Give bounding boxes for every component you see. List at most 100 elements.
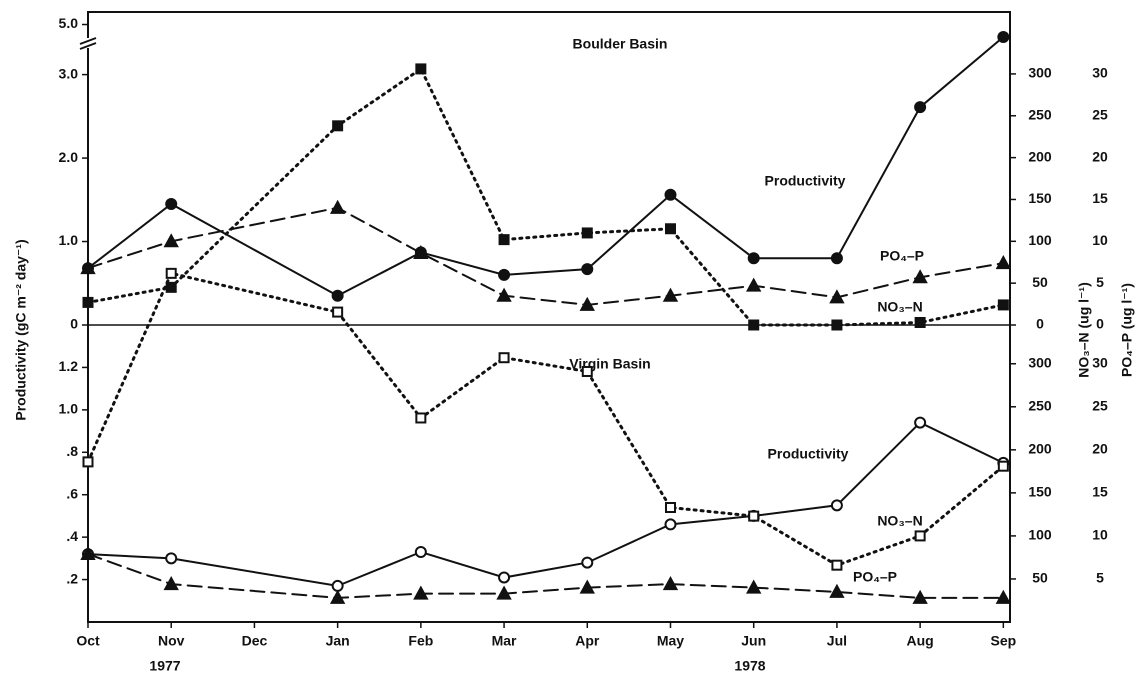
y3-tick-label: 5: [1096, 570, 1104, 586]
marker: [914, 316, 926, 328]
series-line: [87, 206, 1005, 306]
marker: [746, 277, 762, 292]
y3-tick-label: 25: [1092, 106, 1108, 122]
marker: [331, 579, 344, 592]
y-tick-label: 2.0: [59, 149, 79, 165]
series-line: [86, 66, 1005, 327]
marker: [746, 579, 762, 594]
marker: [912, 589, 928, 604]
y3-tick-label: 10: [1092, 232, 1108, 248]
y2-tick-label: 150: [1028, 484, 1052, 500]
marker: [498, 268, 511, 281]
y2-tick-label: 0: [1036, 316, 1044, 332]
marker: [82, 456, 94, 468]
marker: [748, 319, 760, 331]
y2-tick-label: 300: [1028, 354, 1052, 370]
y3-tick-label: 10: [1092, 527, 1108, 543]
marker: [579, 296, 595, 311]
marker: [995, 589, 1012, 604]
marker: [332, 120, 344, 132]
marker: [498, 571, 511, 584]
marker: [662, 576, 679, 591]
series-label: PO₄–P: [880, 248, 924, 264]
marker: [414, 545, 427, 558]
x-tick-label: Dec: [242, 633, 268, 649]
marker: [581, 365, 593, 377]
x-tick-label: Feb: [408, 633, 433, 649]
x-tick-label: Sep: [990, 633, 1016, 649]
series-label: Productivity: [765, 173, 846, 189]
y2-tick-label: 100: [1028, 527, 1052, 543]
y2-tick-label: 150: [1028, 190, 1052, 206]
series-line: [87, 421, 1005, 587]
y2-tick-label: 100: [1028, 232, 1052, 248]
y3-tick-label: 15: [1092, 484, 1108, 500]
y3-tick-label: 30: [1092, 354, 1108, 370]
marker: [415, 412, 427, 424]
marker: [496, 287, 512, 302]
marker: [329, 589, 346, 604]
x-tick-label: Aug: [907, 633, 934, 649]
y2-tick-label: 200: [1028, 148, 1052, 164]
x-tick-label: Jul: [827, 633, 847, 649]
y3-tick-label: 0: [1096, 316, 1104, 332]
y2-tick-label: 50: [1032, 570, 1048, 586]
marker: [914, 530, 926, 542]
marker: [997, 31, 1010, 44]
marker: [748, 510, 760, 522]
x-tick-label: Nov: [158, 633, 185, 649]
marker: [830, 252, 843, 265]
series-label: PO₄–P: [853, 569, 897, 585]
marker: [997, 299, 1009, 311]
y-tick-label: .8: [66, 443, 78, 459]
y-tick-label: 1.2: [59, 358, 79, 374]
marker: [997, 460, 1009, 472]
marker: [914, 101, 927, 114]
marker: [664, 223, 676, 235]
marker: [831, 559, 843, 571]
y2-tick-label: 250: [1028, 106, 1052, 122]
marker: [329, 199, 346, 214]
marker: [163, 576, 179, 591]
marker: [413, 585, 429, 600]
y-axis-label: Productivity (gC m⁻² day⁻¹): [13, 239, 29, 420]
x-tick-label: Apr: [575, 633, 600, 649]
marker: [165, 267, 177, 279]
marker: [664, 188, 677, 201]
y2-tick-label: 250: [1028, 397, 1052, 413]
axis-break: [79, 37, 97, 50]
y-tick-label: 1.0: [59, 232, 79, 248]
marker: [498, 234, 510, 246]
y-tick-label: 5.0: [59, 15, 79, 31]
marker: [332, 306, 344, 318]
series-label: Productivity: [768, 446, 849, 462]
year-label: 1978: [734, 658, 765, 674]
marker: [831, 319, 843, 331]
marker: [165, 552, 178, 565]
marker: [914, 416, 927, 429]
y3-tick-label: 5: [1096, 274, 1104, 290]
marker: [664, 518, 677, 531]
y-tick-label: 1.0: [59, 401, 79, 417]
y3-tick-label: 20: [1092, 148, 1108, 164]
marker: [581, 556, 594, 569]
marker: [747, 252, 760, 265]
x-tick-label: Mar: [492, 633, 517, 649]
marker: [415, 63, 427, 75]
y3-tick-label: 20: [1092, 441, 1108, 457]
series-label: NO₃–N: [877, 513, 922, 529]
marker: [829, 583, 845, 598]
y3-tick-label: 25: [1092, 397, 1108, 413]
y3-tick-label: 30: [1092, 65, 1108, 81]
x-tick-label: Oct: [76, 633, 100, 649]
marker: [82, 296, 94, 308]
marker: [80, 545, 96, 560]
marker: [664, 502, 676, 514]
marker: [496, 585, 512, 600]
x-tick-label: Jun: [741, 633, 766, 649]
series-label: NO₃–N: [877, 299, 922, 315]
y2-axis-label: NO₃–N (ug l⁻¹): [1076, 282, 1092, 378]
marker: [579, 579, 595, 594]
